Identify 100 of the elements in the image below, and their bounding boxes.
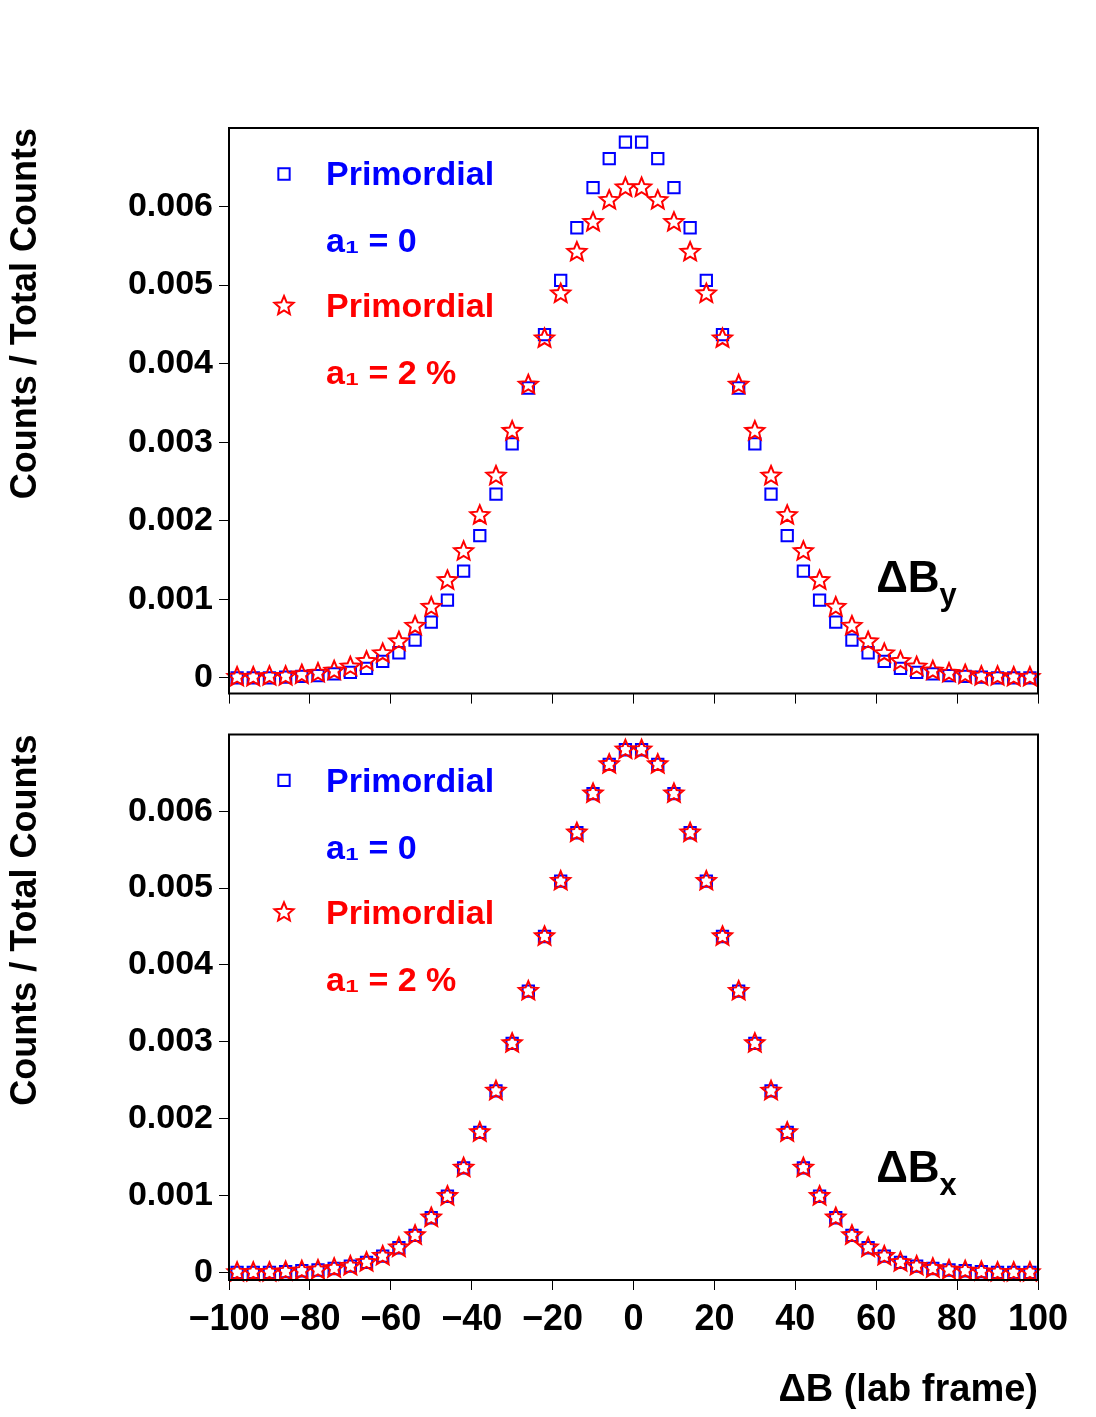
point: [744, 420, 766, 441]
point: [586, 181, 600, 195]
point: [614, 176, 636, 197]
y-tick-label: 0.002: [127, 499, 213, 538]
x-tick-label: 20: [694, 1296, 735, 1338]
point: [242, 666, 264, 687]
x-tick-label: −60: [360, 1296, 422, 1338]
point: [647, 189, 669, 210]
point: [469, 504, 491, 525]
point: [307, 662, 329, 683]
y-tick-label: 0.006: [127, 184, 213, 223]
point: [970, 665, 992, 686]
y-axis-title: Counts / Total Counts: [2, 734, 44, 1106]
y-tick-label: 0.001: [127, 1173, 213, 1212]
x-tick-label: 80: [937, 1296, 978, 1338]
point: [291, 1259, 313, 1280]
point: [841, 615, 863, 636]
point: [424, 615, 438, 629]
point: [598, 189, 620, 210]
point: [359, 661, 374, 676]
point: [667, 181, 681, 195]
legend-label: Primordial a₁ = 0: [326, 154, 495, 260]
y-tick-label: 0.003: [127, 1020, 213, 1059]
point: [776, 504, 798, 525]
point: [550, 282, 572, 303]
point: [420, 1206, 442, 1227]
legend-label: Primordial a₁ = 0: [326, 760, 495, 866]
point: [695, 282, 717, 303]
x-tick-label: 40: [775, 1296, 816, 1338]
y-tick-label: 0.004: [127, 943, 214, 982]
y-tick-label: 0.006: [127, 789, 213, 828]
point: [356, 650, 378, 671]
point: [226, 666, 248, 687]
point: [408, 633, 422, 647]
x-tick-label: −80: [279, 1296, 341, 1338]
y-tick-label: 0.001: [127, 577, 213, 616]
point: [453, 540, 475, 561]
x-tick-label: 100: [1007, 1296, 1069, 1338]
x-tick-label: −40: [441, 1296, 503, 1338]
point: [1003, 666, 1025, 687]
point: [829, 615, 843, 629]
point: [275, 665, 297, 686]
point: [631, 738, 653, 759]
point: [663, 211, 685, 232]
point: [792, 540, 814, 561]
y-axis-title: Counts / Total Counts: [2, 128, 44, 500]
y-tick-label: 0.005: [127, 263, 213, 302]
point: [376, 654, 390, 669]
point: [906, 655, 928, 676]
point: [570, 221, 584, 235]
y-tick-label: 0.004: [127, 342, 214, 381]
point: [388, 1236, 410, 1257]
point: [857, 1236, 879, 1257]
point: [489, 487, 503, 501]
legend-label: Primordial a₁ = 2 %: [326, 286, 495, 392]
point: [760, 1079, 782, 1101]
point: [812, 593, 827, 607]
point: [683, 221, 697, 235]
point: [473, 529, 487, 543]
point: [505, 437, 519, 451]
point: [873, 642, 895, 663]
point: [453, 1156, 475, 1177]
point: [372, 642, 394, 663]
point: [825, 1206, 847, 1227]
point: [938, 662, 960, 683]
point: [711, 327, 733, 348]
legend-label: Primordial a₁ = 2 %: [326, 892, 495, 998]
point: [679, 241, 701, 262]
point: [954, 663, 976, 684]
point: [517, 373, 539, 394]
x-axis-title: ΔB (lab frame): [778, 1366, 1038, 1409]
y-tick-label: 0: [194, 1250, 213, 1289]
point: [323, 659, 345, 680]
point: [679, 821, 701, 842]
point: [554, 273, 568, 288]
x-tick-label: −20: [522, 1296, 584, 1338]
point: [825, 596, 847, 617]
point: [861, 646, 875, 660]
point: [392, 646, 406, 660]
point: [631, 176, 653, 197]
y-tick-label: 0: [194, 656, 213, 695]
point: [792, 1156, 814, 1177]
point: [339, 655, 361, 676]
point: [760, 465, 782, 486]
point: [922, 659, 944, 680]
x-tick-label: −100: [188, 1296, 270, 1338]
point: [501, 420, 523, 441]
point: [748, 437, 762, 451]
point: [796, 564, 811, 578]
point: [634, 135, 649, 149]
point: [764, 487, 778, 501]
point: [582, 211, 604, 232]
point: [987, 665, 1009, 686]
x-tick-label: 0: [623, 1296, 644, 1338]
point: [889, 650, 911, 671]
point: [485, 1079, 507, 1101]
point: [388, 630, 410, 651]
point: [845, 633, 859, 647]
point: [456, 564, 471, 578]
point: [877, 654, 891, 669]
